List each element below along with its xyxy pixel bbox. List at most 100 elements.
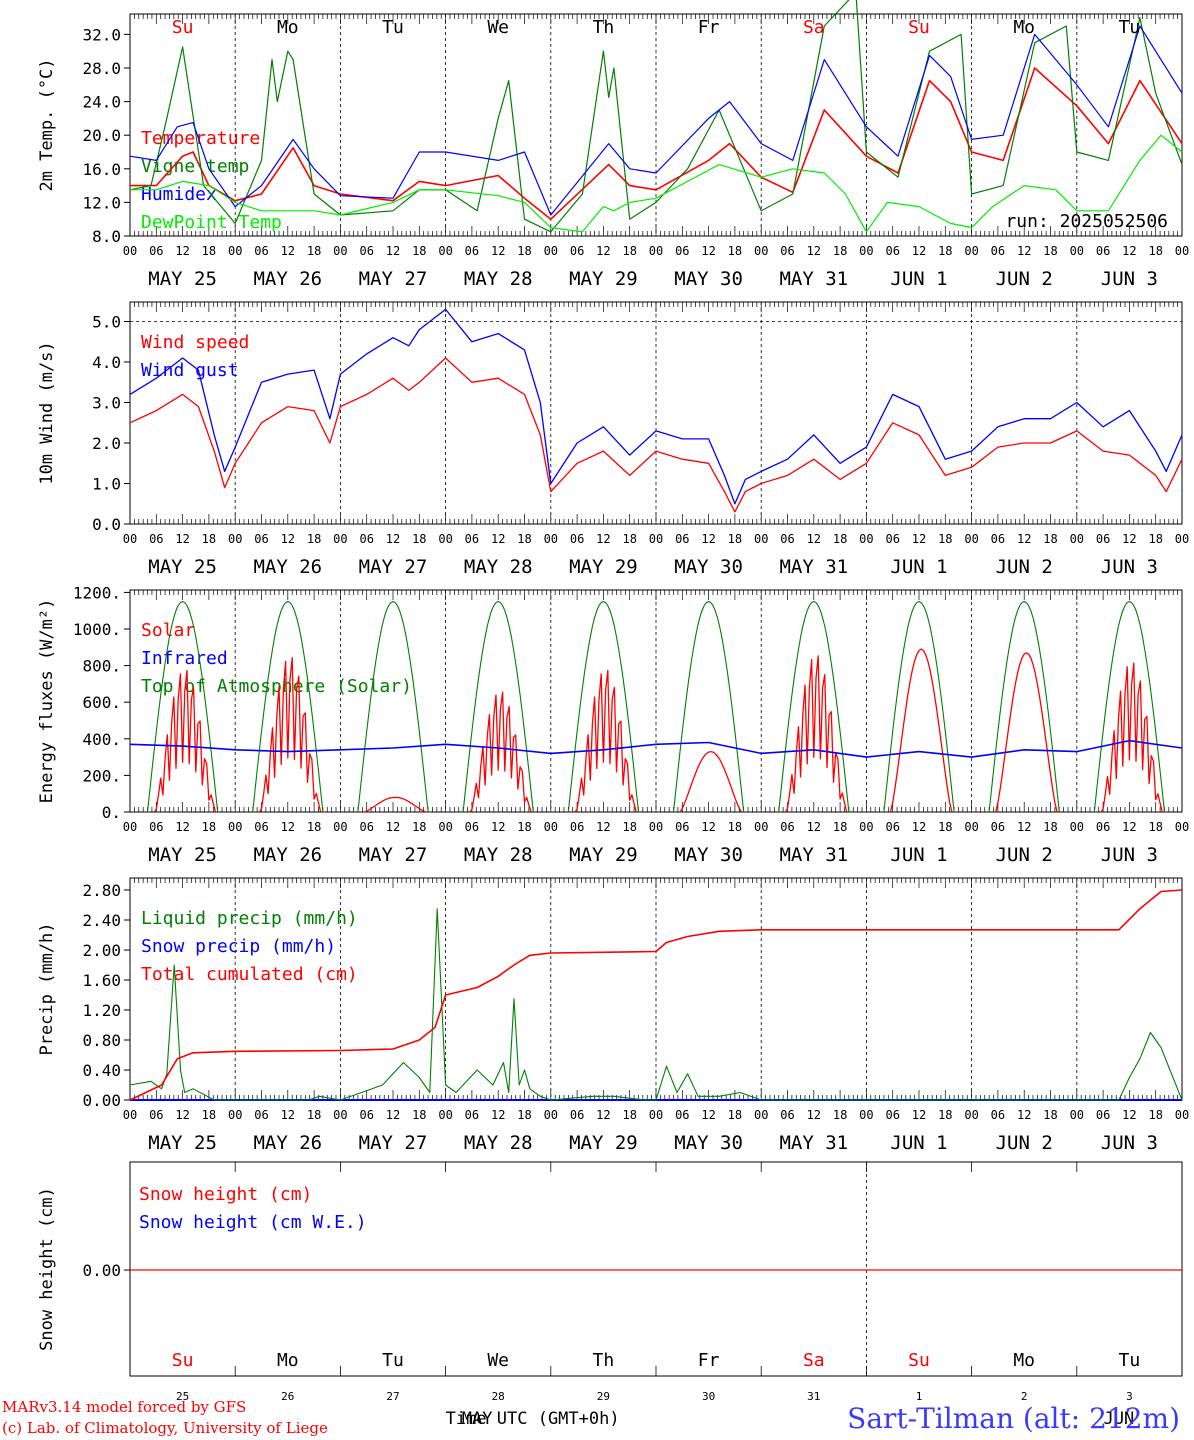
precip-hour-label: 06	[885, 1108, 899, 1122]
wind-hour-label: 18	[1043, 532, 1057, 546]
wind-series-line	[129, 357, 1183, 513]
energy-solar-line	[258, 657, 322, 813]
temperature-day-name: Mo	[1013, 17, 1035, 38]
temperature-hour-label: 12	[175, 244, 189, 258]
temperature-hour-label: 18	[1043, 244, 1057, 258]
energy-hour-label: 06	[675, 820, 689, 834]
precip-date-label: JUN 3	[1101, 1132, 1158, 1154]
energy-legend-0: Solar	[141, 620, 195, 641]
temperature-hour-label: 06	[885, 244, 899, 258]
precip-hour-label: 12	[281, 1108, 295, 1122]
precip-hour-label: 00	[1175, 1108, 1189, 1122]
temperature-day-name: Th	[593, 17, 615, 38]
temperature-date-label: MAY 25	[148, 268, 217, 290]
time-axis-label: Time UTC (GMT+0h)	[446, 1409, 620, 1429]
temperature-y-tick-label: 12.0	[82, 193, 121, 212]
energy-hour-label: 06	[465, 820, 479, 834]
energy-hour-label: 00	[649, 820, 663, 834]
precip-hour-label: 00	[123, 1108, 137, 1122]
wind-hour-label: 06	[780, 532, 794, 546]
snow-day-name: Su	[172, 1350, 194, 1371]
temperature-date-label: JUN 2	[996, 268, 1053, 290]
wind-hour-label: 12	[596, 532, 610, 546]
precip-hour-label: 12	[596, 1108, 610, 1122]
precip-date-label: MAY 31	[779, 1132, 848, 1154]
energy-hour-label: 18	[1043, 820, 1057, 834]
temperature-day-name: Tu	[1119, 17, 1141, 38]
temperature-date-label: MAY 31	[779, 268, 848, 290]
temperature-hour-label: 12	[1017, 244, 1031, 258]
wind-hour-label: 06	[885, 532, 899, 546]
precip-hour-label: 00	[649, 1108, 663, 1122]
temperature-hour-label: 12	[701, 244, 715, 258]
wind-hour-label: 00	[1070, 532, 1084, 546]
energy-solar-line	[469, 691, 532, 813]
wind-hour-label: 18	[833, 532, 847, 546]
precip-hour-label: 18	[622, 1108, 636, 1122]
snow-day-name: Th	[593, 1350, 615, 1371]
month-label-jun: JUN	[1104, 1409, 1135, 1429]
precip-hour-label: 12	[175, 1108, 189, 1122]
temperature-hour-label: 18	[833, 244, 847, 258]
wind-hour-label: 06	[465, 532, 479, 546]
energy-hour-label: 00	[964, 820, 978, 834]
energy-hour-label: 18	[412, 820, 426, 834]
energy-hour-label: 18	[307, 820, 321, 834]
energy-hour-label: 18	[622, 820, 636, 834]
precip-date-label: JUN 1	[890, 1132, 947, 1154]
temperature-hour-label: 00	[859, 244, 873, 258]
snow-day-number: 3	[1126, 1390, 1133, 1403]
energy-toa-line	[146, 600, 219, 813]
snow-legend-1: Snow height (cm W.E.)	[139, 1212, 367, 1233]
energy-hour-label: 12	[1017, 820, 1031, 834]
temperature-hour-label: 18	[1148, 244, 1162, 258]
snow-day-name: Su	[908, 1350, 930, 1371]
energy-y-tick-label: 1000.	[73, 620, 121, 639]
temperature-series-line	[129, 25, 1183, 216]
temperature-y-tick-label: 32.0	[82, 25, 121, 44]
temperature-y-tick-label: 20.0	[82, 126, 121, 145]
precip-hour-label: 12	[701, 1108, 715, 1122]
snow-day-number: 31	[807, 1390, 820, 1403]
energy-hour-label: 00	[754, 820, 768, 834]
energy-hour-label: 18	[1148, 820, 1162, 834]
energy-date-label: MAY 30	[674, 844, 743, 866]
energy-toa-line	[778, 600, 850, 813]
temperature-hour-label: 12	[912, 244, 926, 258]
precip-date-label: MAY 28	[464, 1132, 533, 1154]
precip-date-label: MAY 25	[148, 1132, 217, 1154]
energy-y-tick-label: 1200.	[73, 583, 121, 602]
wind-y-tick-label: 0.0	[92, 515, 121, 534]
precip-y-tick-label: 0.00	[82, 1091, 121, 1110]
temperature-hour-label: 00	[1070, 244, 1084, 258]
energy-toa-line	[462, 600, 534, 813]
energy-date-label: MAY 29	[569, 844, 638, 866]
precip-y-tick-label: 0.40	[82, 1061, 121, 1080]
precip-hour-label: 06	[780, 1108, 794, 1122]
energy-hour-label: 12	[701, 820, 715, 834]
wind-hour-label: 06	[1096, 532, 1110, 546]
precip-hour-label: 18	[1148, 1108, 1162, 1122]
temperature-hour-label: 06	[991, 244, 1005, 258]
energy-y-tick-label: 200.	[82, 766, 121, 785]
precip-hour-label: 06	[359, 1108, 373, 1122]
wind-date-label: MAY 26	[253, 556, 322, 578]
energy-hour-label: 18	[202, 820, 216, 834]
energy-y-tick-label: 400.	[82, 730, 121, 749]
snow-day-number: 27	[386, 1390, 399, 1403]
wind-hour-label: 12	[386, 532, 400, 546]
wind-hour-label: 12	[807, 532, 821, 546]
snow-day-name: Mo	[277, 1350, 299, 1371]
precip-date-label: MAY 30	[674, 1132, 743, 1154]
temperature-day-name: We	[487, 17, 509, 38]
wind-hour-label: 18	[728, 532, 742, 546]
precip-hour-label: 06	[991, 1108, 1005, 1122]
precip-hour-label: 12	[912, 1108, 926, 1122]
snow-day-number: 30	[702, 1390, 715, 1403]
energy-hour-label: 18	[833, 820, 847, 834]
temperature-hour-label: 06	[675, 244, 689, 258]
snow-day-name: Tu	[382, 1350, 404, 1371]
snow-day-name: Mo	[1013, 1350, 1035, 1371]
precip-hour-label: 00	[544, 1108, 558, 1122]
energy-date-label: MAY 25	[148, 844, 217, 866]
